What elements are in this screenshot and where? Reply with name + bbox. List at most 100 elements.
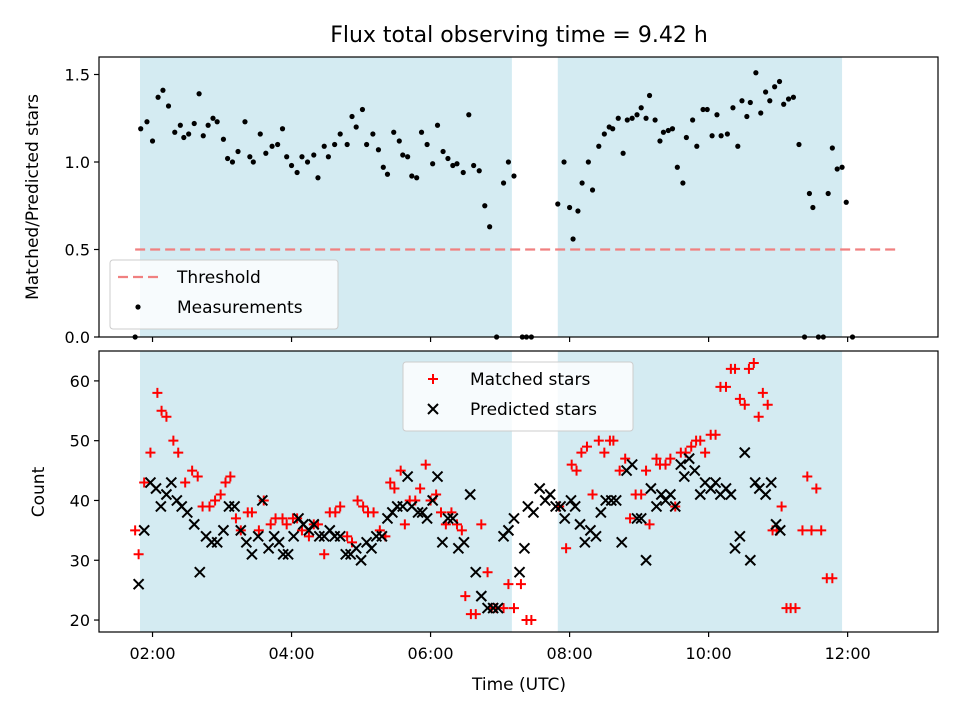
x-tick-label: 02:00 xyxy=(129,644,175,663)
measurements-point xyxy=(589,187,596,193)
measurements-point xyxy=(269,143,275,149)
matched-stars-point xyxy=(139,477,150,488)
matched-stars-point xyxy=(710,429,721,440)
matched-stars-point xyxy=(748,357,759,368)
measurements-point xyxy=(657,138,663,144)
predicted-stars-point xyxy=(235,524,247,537)
matched-stars-point xyxy=(561,543,572,554)
predicted-stars-point xyxy=(442,512,454,525)
predicted-stars-point xyxy=(470,566,482,578)
measurements-point xyxy=(843,199,849,205)
legend-marker xyxy=(427,403,439,415)
measurements-point xyxy=(834,166,840,172)
matched-stars-point xyxy=(173,447,184,458)
measurements-point xyxy=(257,131,263,137)
measurements-point xyxy=(575,208,581,214)
predicted-stars-point xyxy=(631,512,643,525)
measurements-point xyxy=(629,115,635,121)
predicted-stars-point xyxy=(744,554,757,566)
measurements-point xyxy=(767,98,773,104)
matched-stars-point xyxy=(395,465,406,476)
predicted-stars-point xyxy=(132,578,145,590)
matched-stars-point xyxy=(739,399,750,410)
measurements-point xyxy=(275,141,281,148)
predicted-stars-point xyxy=(313,530,326,543)
measurements-point xyxy=(561,159,567,165)
matched-stars-point xyxy=(130,525,141,536)
measurements-point xyxy=(709,133,715,139)
matched-stars-point xyxy=(757,387,768,398)
matched-stars-point xyxy=(644,519,655,530)
matched-stars-point xyxy=(797,525,808,536)
measurements-point xyxy=(704,106,710,113)
predicted-stars-point xyxy=(664,488,677,501)
predicted-stars-point xyxy=(240,536,253,549)
measurements-point xyxy=(680,180,686,186)
matched-stars-point xyxy=(456,525,467,536)
measurements-point xyxy=(400,152,406,158)
measurements-point xyxy=(763,89,769,95)
top-y-axis-label: Matched/Predicted stars xyxy=(23,94,43,300)
matched-stars-point xyxy=(352,495,363,506)
measurements-point xyxy=(200,133,206,139)
bottom-y-tick-label: 20 xyxy=(70,611,90,630)
matched-stars-point xyxy=(342,531,353,542)
predicted-stars-point xyxy=(228,500,241,513)
matched-stars-point xyxy=(389,483,400,494)
matched-stars-point xyxy=(215,489,226,500)
predicted-stars-point xyxy=(734,530,746,543)
matched-stars-point xyxy=(576,447,587,458)
predicted-stars-point xyxy=(308,518,320,531)
measurements-point xyxy=(638,105,644,111)
predicted-stars-point xyxy=(340,548,352,560)
measurements-point xyxy=(660,129,667,135)
measurements-point xyxy=(500,180,507,186)
matched-stars-point xyxy=(753,411,764,422)
measurements-point xyxy=(332,141,338,148)
measurements-point xyxy=(284,154,290,160)
measurements-point xyxy=(454,161,460,167)
measurements-point xyxy=(690,117,696,123)
top-axes-frame xyxy=(98,56,939,338)
predicted-stars-point xyxy=(155,500,167,513)
measurements-point xyxy=(482,203,488,209)
measurements-point xyxy=(229,159,236,165)
measurements-point xyxy=(196,91,202,97)
measurements-point xyxy=(359,106,366,113)
measurements-point xyxy=(279,126,286,132)
predicted-stars-point xyxy=(559,512,571,525)
measurements-point xyxy=(714,112,720,118)
x-tick-label: 04:00 xyxy=(268,644,314,663)
predicted-stars-point xyxy=(492,602,504,614)
matched-stars-point xyxy=(399,519,410,530)
predicted-stars-point xyxy=(689,464,701,477)
predicted-stars-point xyxy=(569,500,581,513)
matched-stars-point xyxy=(636,489,647,500)
predicted-stars-point xyxy=(458,536,470,549)
measurements-point xyxy=(674,164,680,170)
measurements-point xyxy=(396,138,402,144)
top-y-tick-label: 1.5 xyxy=(65,66,90,85)
bottom-y-tick-label: 30 xyxy=(70,551,90,570)
predicted-stars-point xyxy=(640,554,652,566)
top-y-tick-label: 0.5 xyxy=(65,241,90,260)
matched-stars-point xyxy=(581,441,592,452)
measurements-point xyxy=(172,129,178,135)
predicted-stars-point xyxy=(544,488,556,501)
predicted-stars-point xyxy=(725,488,737,501)
measurements-point xyxy=(224,155,231,162)
measurements-point xyxy=(643,115,649,121)
predicted-stars-point xyxy=(365,542,378,555)
top-panel: 0.0 0.5 1.0 1.5 Threshold Measurements xyxy=(65,56,939,347)
x-axis-label: Time (UTC) xyxy=(471,675,566,695)
matched-stars-point xyxy=(816,525,827,536)
predicted-stars-point xyxy=(554,500,567,513)
predicted-stars-point xyxy=(256,494,269,507)
measurements-point xyxy=(149,138,156,144)
predicted-stars-point xyxy=(675,458,687,471)
matched-stars-point xyxy=(776,501,787,512)
measurements-point xyxy=(155,94,161,100)
predicted-stars-point xyxy=(533,482,546,495)
predicted-stars-point xyxy=(635,512,647,525)
predicted-stars-point xyxy=(277,548,289,560)
